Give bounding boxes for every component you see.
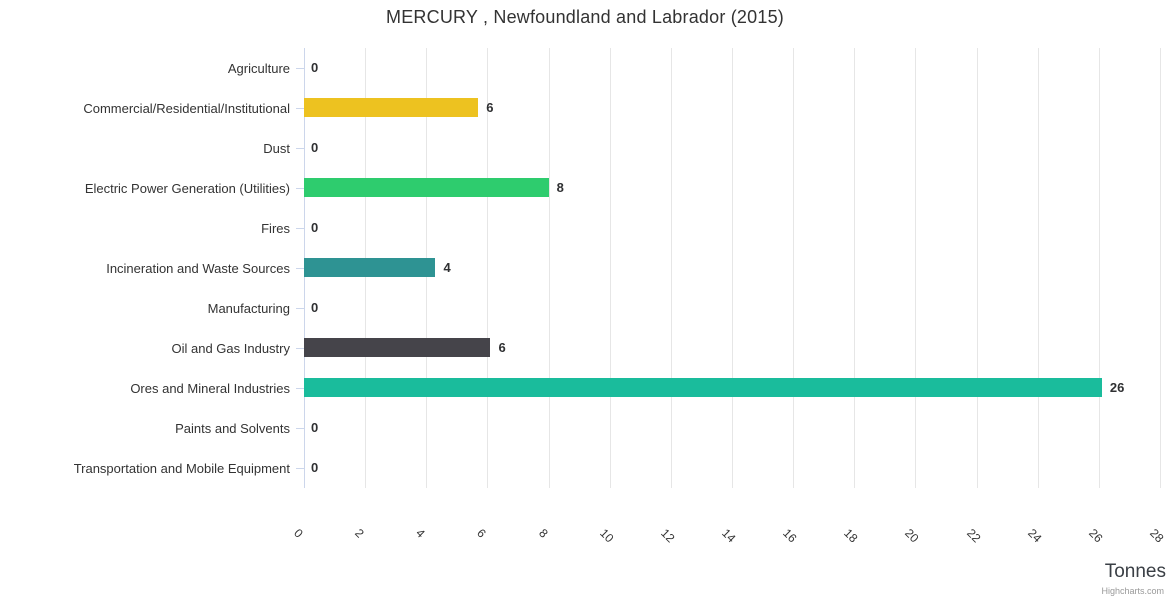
category-label: Fires	[261, 220, 290, 236]
category-label: Incineration and Waste Sources	[106, 260, 290, 276]
plot-area: 0 6 0 8 0 4 0 6 26 0 0	[304, 48, 1160, 488]
x-tick-label: 14	[719, 526, 739, 546]
x-tick-label: 6	[474, 526, 490, 541]
category-tick	[296, 467, 304, 469]
category-tick	[296, 147, 304, 149]
bar[interactable]	[304, 258, 436, 277]
category-label: Electric Power Generation (Utilities)	[84, 180, 290, 196]
data-label: 6	[486, 100, 494, 115]
x-tick-label: 0	[291, 526, 306, 541]
category-label: Agriculture	[227, 60, 290, 76]
gridline	[1037, 48, 1039, 488]
data-label: 0	[311, 300, 319, 315]
data-label: 0	[311, 460, 319, 475]
x-tick-label: 16	[780, 526, 800, 546]
data-label: 0	[311, 420, 319, 435]
x-tick-label: 26	[1085, 526, 1106, 546]
category-tick	[296, 347, 304, 349]
data-label: 0	[311, 60, 319, 75]
data-label: 6	[498, 340, 506, 355]
gridline	[854, 48, 856, 488]
x-tick-label: 8	[535, 526, 551, 541]
data-label: 4	[443, 260, 451, 275]
category-label: Commercial/Residential/Institutional	[83, 100, 290, 116]
data-label: 8	[556, 180, 564, 195]
gridline	[1098, 48, 1100, 488]
gridline	[976, 48, 978, 488]
category-label: Dust	[263, 140, 290, 156]
x-tick-label: 22	[963, 526, 984, 546]
category-tick	[296, 427, 304, 429]
category-label: Ores and Mineral Industries	[130, 380, 290, 396]
category-tick	[296, 107, 304, 109]
gridline	[1160, 48, 1161, 488]
category-tick	[296, 387, 304, 389]
category-label: Manufacturing	[207, 300, 290, 316]
x-tick-label: 24	[1024, 526, 1045, 546]
x-tick-label: 12	[657, 526, 678, 546]
category-tick	[296, 307, 304, 309]
gridline	[670, 48, 672, 488]
x-tick-label: 20	[902, 526, 922, 546]
gridline	[732, 48, 733, 488]
category-label: Transportation and Mobile Equipment	[73, 460, 290, 476]
category-tick	[296, 187, 304, 189]
x-tick-label: 10	[596, 526, 617, 546]
gridline	[915, 48, 917, 488]
category-label: Oil and Gas Industry	[171, 340, 291, 356]
category-tick	[296, 227, 304, 229]
data-label: 0	[311, 140, 319, 155]
bar[interactable]	[304, 338, 491, 357]
category-tick	[296, 67, 304, 69]
category-tick	[296, 267, 304, 269]
bar[interactable]	[304, 178, 549, 197]
gridline	[487, 48, 489, 488]
bar[interactable]	[304, 378, 1102, 397]
gridline	[793, 48, 795, 488]
gridline	[548, 48, 550, 488]
x-tick-label: 4	[413, 526, 429, 541]
data-label: 0	[311, 220, 319, 235]
highcharts-credits[interactable]: Highcharts.com	[1101, 586, 1164, 596]
x-tick-label: 2	[352, 526, 367, 541]
x-tick-label: 18	[841, 526, 861, 546]
data-label: 26	[1109, 380, 1125, 395]
category-label: Paints and Solvents	[175, 420, 290, 436]
chart-title: MERCURY , Newfoundland and Labrador (201…	[386, 7, 784, 27]
x-tick-label: 28	[1147, 526, 1167, 546]
gridline	[609, 48, 611, 488]
bar[interactable]	[304, 98, 479, 117]
x-axis-title: Tonnes	[1104, 561, 1166, 582]
